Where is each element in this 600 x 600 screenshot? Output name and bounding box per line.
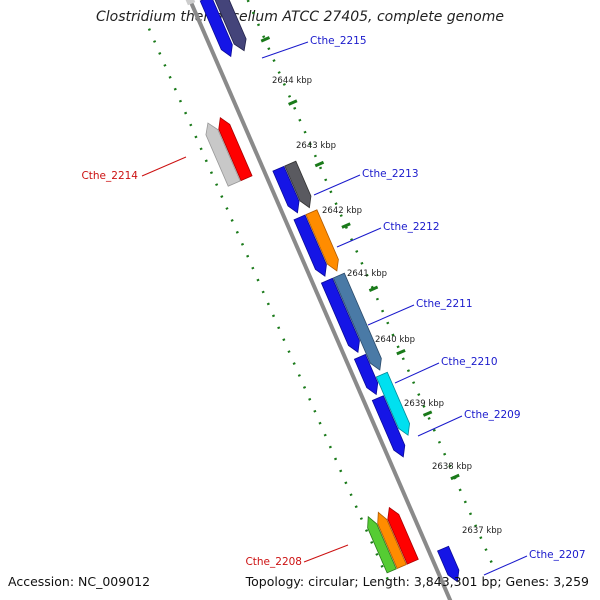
label-leader-line bbox=[336, 227, 382, 248]
label-leader-line bbox=[313, 174, 361, 196]
gene-arrow[interactable] bbox=[218, 116, 253, 182]
accession-text: Accession: NC_009012 bbox=[8, 574, 151, 589]
gene-arrow[interactable] bbox=[371, 395, 406, 458]
tick-row-left bbox=[147, 28, 389, 580]
label-leader-line bbox=[261, 41, 309, 59]
ruler-label: 2640 kbp bbox=[375, 335, 415, 345]
gene-label[interactable]: Cthe_2208 bbox=[245, 556, 302, 568]
gene-labels[interactable]: Cthe_2215 Cthe_2214 Cthe_2213 Cthe_2212 Cthe… bbox=[81, 35, 586, 576]
gene-label[interactable]: Cthe_2213 bbox=[362, 168, 419, 180]
gene-label[interactable]: Cthe_2212 bbox=[383, 221, 440, 233]
ruler-labels: 2644 kbp 2643 kbp 2642 kbp 2641 kbp 2640 kbp… bbox=[272, 76, 502, 536]
kbp-tick bbox=[396, 348, 406, 356]
gene-arrow[interactable] bbox=[305, 209, 339, 272]
kbp-tick bbox=[288, 99, 298, 106]
gene-label[interactable]: Cthe_2215 bbox=[310, 35, 367, 47]
gene-arrow[interactable] bbox=[367, 515, 397, 574]
tick-marks bbox=[147, 0, 495, 580]
gene-arrow[interactable] bbox=[213, 0, 247, 52]
label-leader-line bbox=[417, 415, 463, 437]
gene-label[interactable]: Cthe_2207 bbox=[529, 549, 586, 561]
gene-arrow[interactable] bbox=[332, 272, 382, 371]
ruler-label: 2638 kbp bbox=[432, 462, 472, 472]
gene-arrow[interactable] bbox=[320, 277, 360, 353]
kbp-tick bbox=[422, 410, 433, 417]
kbp-tick bbox=[450, 473, 460, 481]
label-leader-line bbox=[394, 362, 440, 384]
ruler-label: 2642 kbp bbox=[322, 206, 362, 216]
ruler-label: 2637 kbp bbox=[462, 526, 502, 536]
gene-features[interactable] bbox=[199, 0, 460, 583]
ruler-label: 2643 kbp bbox=[296, 141, 336, 151]
backbone-cap bbox=[185, 0, 196, 6]
ruler-label: 2641 kbp bbox=[347, 269, 387, 279]
gene-label[interactable]: Cthe_2210 bbox=[441, 356, 498, 368]
gene-arrow[interactable] bbox=[272, 165, 300, 214]
gene-arrow[interactable] bbox=[205, 122, 241, 187]
gene-arrow[interactable] bbox=[293, 214, 327, 277]
gene-label[interactable]: Cthe_2209 bbox=[464, 409, 521, 421]
label-leader-line bbox=[141, 156, 187, 177]
kbp-tick bbox=[260, 36, 271, 43]
gene-arrow[interactable] bbox=[387, 506, 419, 565]
kbp-tick bbox=[314, 160, 325, 168]
label-leader-line bbox=[303, 544, 349, 563]
gene-label[interactable]: Cthe_2211 bbox=[416, 298, 473, 310]
ruler-label: 2639 kbp bbox=[404, 399, 444, 409]
gene-arrow[interactable] bbox=[377, 511, 407, 570]
topology-summary: Topology: circular; Length: 3,843,301 bp… bbox=[245, 574, 589, 589]
gene-arrow[interactable] bbox=[375, 371, 410, 436]
label-leader-line bbox=[483, 555, 528, 576]
gene-arrow[interactable] bbox=[437, 545, 460, 583]
gene-arrow[interactable] bbox=[199, 0, 233, 58]
gene-label[interactable]: Cthe_2214 bbox=[81, 170, 138, 182]
backbone-line bbox=[187, 0, 453, 600]
gene-arrow[interactable] bbox=[353, 353, 379, 396]
ruler-label: 2644 kbp bbox=[272, 76, 312, 86]
label-leader-line bbox=[367, 304, 415, 326]
kbp-tick bbox=[341, 222, 351, 229]
gene-arrow[interactable] bbox=[284, 160, 312, 209]
genome-backbone bbox=[185, 0, 453, 600]
tick-row-right bbox=[246, 0, 495, 567]
kbp-tick bbox=[368, 285, 379, 293]
